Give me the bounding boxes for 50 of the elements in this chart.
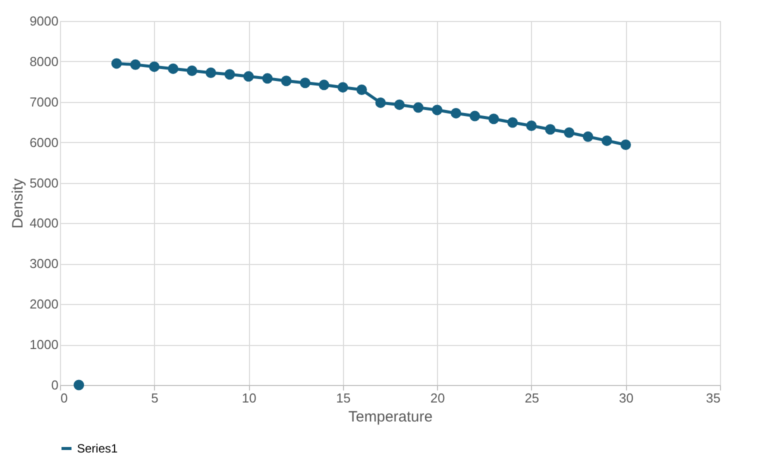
x-tick-label: 0 bbox=[60, 390, 68, 406]
point bbox=[545, 124, 556, 135]
point bbox=[186, 66, 198, 76]
y-tick-label: 3000 bbox=[30, 256, 58, 272]
point bbox=[470, 110, 480, 122]
y-tick-label: 8000 bbox=[30, 54, 58, 69]
y-axis-title: Density bbox=[10, 178, 27, 229]
y-tick-label: 0 bbox=[51, 378, 58, 392]
point bbox=[206, 68, 216, 78]
point bbox=[375, 97, 386, 108]
point bbox=[168, 63, 178, 74]
x-tick-label: 30 bbox=[618, 390, 634, 406]
point bbox=[620, 140, 631, 150]
y-tick-label: 4000 bbox=[30, 216, 58, 231]
x-axis-title: Temperature bbox=[348, 408, 433, 426]
y-tick-label: 9000 bbox=[30, 14, 58, 28]
point bbox=[111, 58, 122, 69]
point bbox=[394, 99, 405, 110]
point bbox=[582, 131, 594, 142]
x-tick-label: 35 bbox=[706, 390, 720, 406]
point bbox=[450, 108, 462, 118]
point bbox=[74, 380, 84, 390]
point bbox=[224, 69, 235, 80]
point bbox=[526, 120, 537, 131]
x-tick-label: 20 bbox=[430, 390, 445, 406]
y-tick-label: 1000 bbox=[30, 337, 58, 352]
point bbox=[356, 84, 367, 95]
point bbox=[318, 80, 330, 90]
point bbox=[413, 102, 424, 113]
y-tick-label: 7000 bbox=[30, 94, 58, 110]
legend-label: Series1 bbox=[77, 442, 118, 456]
point bbox=[564, 127, 574, 138]
point bbox=[488, 114, 499, 124]
point bbox=[130, 59, 141, 70]
point bbox=[602, 135, 612, 146]
point bbox=[507, 117, 518, 128]
point bbox=[300, 78, 310, 88]
y-tick-label: 2000 bbox=[30, 296, 58, 312]
point bbox=[262, 73, 273, 84]
point bbox=[243, 71, 254, 82]
x-tick-label: 25 bbox=[524, 390, 540, 406]
point bbox=[281, 76, 292, 86]
point bbox=[432, 104, 442, 116]
point bbox=[149, 61, 160, 72]
x-tick-label: 5 bbox=[151, 390, 158, 406]
x-tick-label: 10 bbox=[242, 390, 256, 406]
x-tick-label: 15 bbox=[336, 390, 351, 406]
point bbox=[338, 82, 348, 93]
y-tick-label: 5000 bbox=[30, 175, 58, 190]
y-tick-label: 6000 bbox=[30, 134, 58, 150]
